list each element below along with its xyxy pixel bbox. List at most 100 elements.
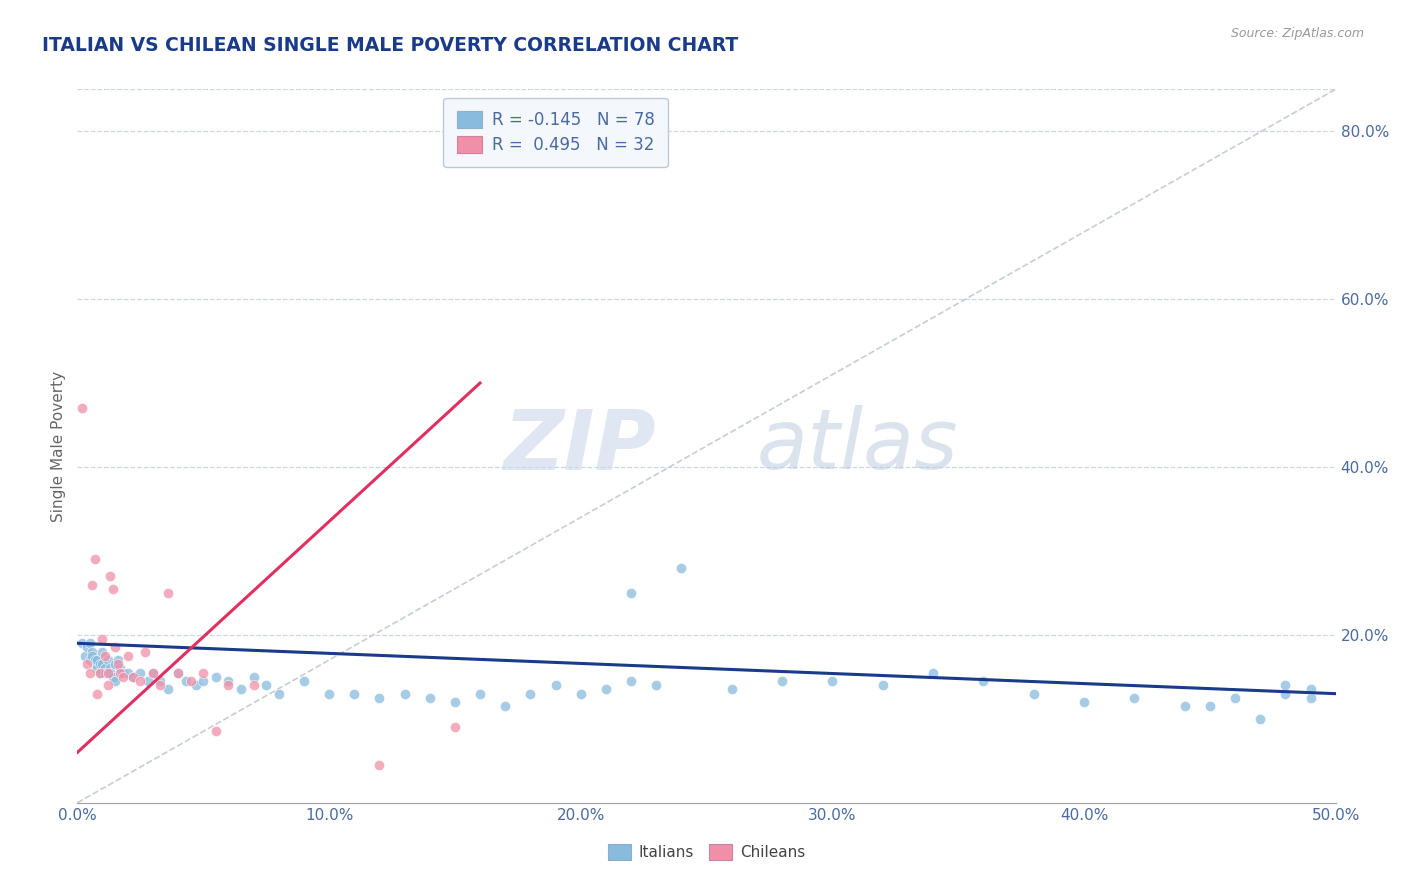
Point xyxy=(142,665,165,680)
Point xyxy=(104,674,127,689)
Point xyxy=(645,678,668,692)
Point xyxy=(254,678,277,692)
Point xyxy=(620,674,643,689)
Point xyxy=(217,678,239,692)
Point xyxy=(129,674,152,689)
Point xyxy=(117,665,139,680)
Point xyxy=(129,665,152,680)
Point xyxy=(343,687,366,701)
Point xyxy=(770,674,793,689)
Point xyxy=(96,678,118,692)
Point xyxy=(1274,678,1296,692)
Point xyxy=(204,670,226,684)
Point xyxy=(267,687,290,701)
Point xyxy=(204,724,226,739)
Point xyxy=(98,661,121,675)
Text: Source: ZipAtlas.com: Source: ZipAtlas.com xyxy=(1230,27,1364,40)
Point xyxy=(394,687,416,701)
Point xyxy=(89,657,111,672)
Point xyxy=(91,645,114,659)
Y-axis label: Single Male Poverty: Single Male Poverty xyxy=(51,370,66,522)
Point xyxy=(180,674,202,689)
Point xyxy=(79,636,101,650)
Point xyxy=(149,678,172,692)
Point xyxy=(98,665,121,680)
Point xyxy=(444,695,467,709)
Point xyxy=(972,674,994,689)
Point xyxy=(72,636,94,650)
Point xyxy=(96,665,118,680)
Point xyxy=(1299,690,1322,705)
Point xyxy=(1299,682,1322,697)
Point xyxy=(1022,687,1045,701)
Point xyxy=(595,682,617,697)
Point xyxy=(89,665,111,680)
Point xyxy=(121,670,143,684)
Point xyxy=(84,653,107,667)
Point xyxy=(419,690,441,705)
Text: atlas: atlas xyxy=(756,406,959,486)
Point xyxy=(79,653,101,667)
Point xyxy=(149,674,172,689)
Point xyxy=(101,670,124,684)
Point xyxy=(872,678,894,692)
Point xyxy=(167,665,190,680)
Point xyxy=(76,657,98,672)
Point xyxy=(620,586,643,600)
Point xyxy=(167,665,190,680)
Point xyxy=(444,720,467,734)
Point xyxy=(117,648,139,663)
Point xyxy=(108,661,131,675)
Point xyxy=(79,665,101,680)
Point xyxy=(73,648,96,663)
Point xyxy=(184,678,207,692)
Point xyxy=(98,569,121,583)
Point xyxy=(922,665,945,680)
Point xyxy=(91,657,114,672)
Point xyxy=(86,661,108,675)
Point xyxy=(82,577,104,591)
Point xyxy=(76,640,98,655)
Point xyxy=(671,560,693,574)
Point xyxy=(292,674,315,689)
Point xyxy=(91,632,114,646)
Point xyxy=(84,657,107,672)
Text: ITALIAN VS CHILEAN SINGLE MALE POVERTY CORRELATION CHART: ITALIAN VS CHILEAN SINGLE MALE POVERTY C… xyxy=(42,36,738,54)
Point xyxy=(242,670,264,684)
Point xyxy=(108,665,131,680)
Point xyxy=(318,687,340,701)
Point xyxy=(121,670,143,684)
Point xyxy=(86,653,108,667)
Point xyxy=(156,682,179,697)
Point xyxy=(720,682,742,697)
Point xyxy=(242,678,264,692)
Point xyxy=(174,674,197,689)
Point xyxy=(82,645,104,659)
Point xyxy=(821,674,844,689)
Point xyxy=(94,661,117,675)
Point xyxy=(104,640,127,655)
Point xyxy=(94,648,117,663)
Point xyxy=(82,648,104,663)
Point xyxy=(191,665,215,680)
Point xyxy=(494,699,516,714)
Point xyxy=(142,665,165,680)
Point xyxy=(191,674,215,689)
Point xyxy=(107,653,129,667)
Point xyxy=(136,674,159,689)
Point xyxy=(1223,690,1246,705)
Point xyxy=(156,586,179,600)
Point xyxy=(111,670,134,684)
Point xyxy=(1249,712,1271,726)
Point xyxy=(1274,687,1296,701)
Point xyxy=(96,653,118,667)
Point xyxy=(569,687,592,701)
Point xyxy=(368,690,391,705)
Point xyxy=(72,401,94,416)
Point xyxy=(1174,699,1197,714)
Text: ZIP: ZIP xyxy=(503,406,657,486)
Legend: Italians, Chileans: Italians, Chileans xyxy=(602,838,811,866)
Point xyxy=(468,687,491,701)
Point xyxy=(86,687,108,701)
Point xyxy=(1073,695,1095,709)
